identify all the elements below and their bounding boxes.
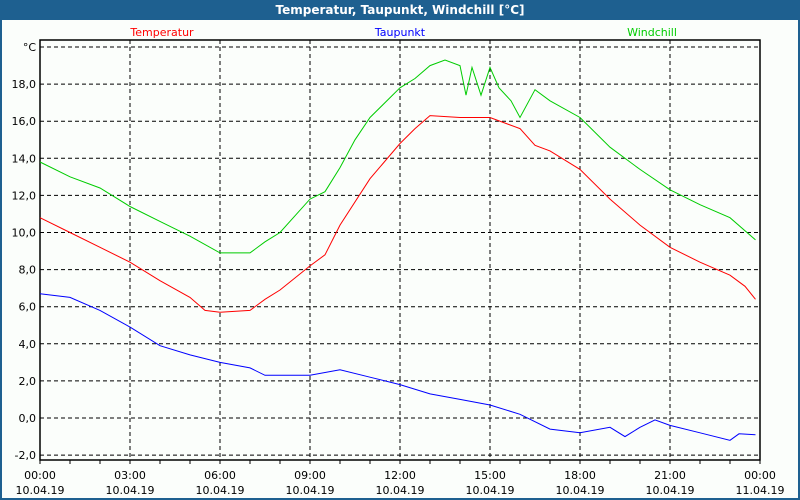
x-tick-date: 10.04.19 [286,484,335,497]
x-tick-time: 03:00 [114,469,146,482]
x-tick-time: 09:00 [294,469,326,482]
y-tick-label: 10,0 [12,227,37,240]
y-tick-label: 0,0 [19,412,37,425]
y-axis-unit: °C [23,41,37,54]
x-tick-date: 10.04.19 [376,484,425,497]
window-title: Temperatur, Taupunkt, Windchill [°C] [0,0,800,20]
y-tick-label: 2,0 [19,375,37,388]
y-tick-label: 16,0 [12,115,37,128]
x-tick-date: 11.04.19 [736,484,785,497]
x-tick-time: 18:00 [564,469,596,482]
x-tick-time: 12:00 [384,469,416,482]
y-tick-label: 4,0 [19,338,37,351]
y-tick-label: 18,0 [12,78,37,91]
x-tick-date: 10.04.19 [556,484,605,497]
x-tick-date: 10.04.19 [646,484,695,497]
x-tick-time: 00:00 [24,469,56,482]
y-tick-label: 14,0 [12,152,37,165]
series-line-temperatur [39,115,756,313]
x-tick-date: 10.04.19 [466,484,515,497]
y-tick-label: -2,0 [15,449,36,462]
x-tick-date: 10.04.19 [196,484,245,497]
y-tick-label: 12,0 [12,189,37,202]
plot-border [39,39,761,461]
x-tick-time: 21:00 [654,469,686,482]
legend-taupunkt: Taupunkt [374,26,426,39]
x-tick-time: 06:00 [204,469,236,482]
legend-windchill: Windchill [627,26,677,39]
x-tick-time: 00:00 [744,469,776,482]
y-tick-label: 8,0 [19,264,37,277]
x-tick-date: 10.04.19 [16,484,65,497]
series-line-taupunkt [39,293,756,441]
legend-temperatur: Temperatur [129,26,194,39]
x-tick-date: 10.04.19 [106,484,155,497]
x-tick-time: 15:00 [474,469,506,482]
y-tick-label: 6,0 [19,301,37,314]
series-line-windchill [39,59,756,254]
